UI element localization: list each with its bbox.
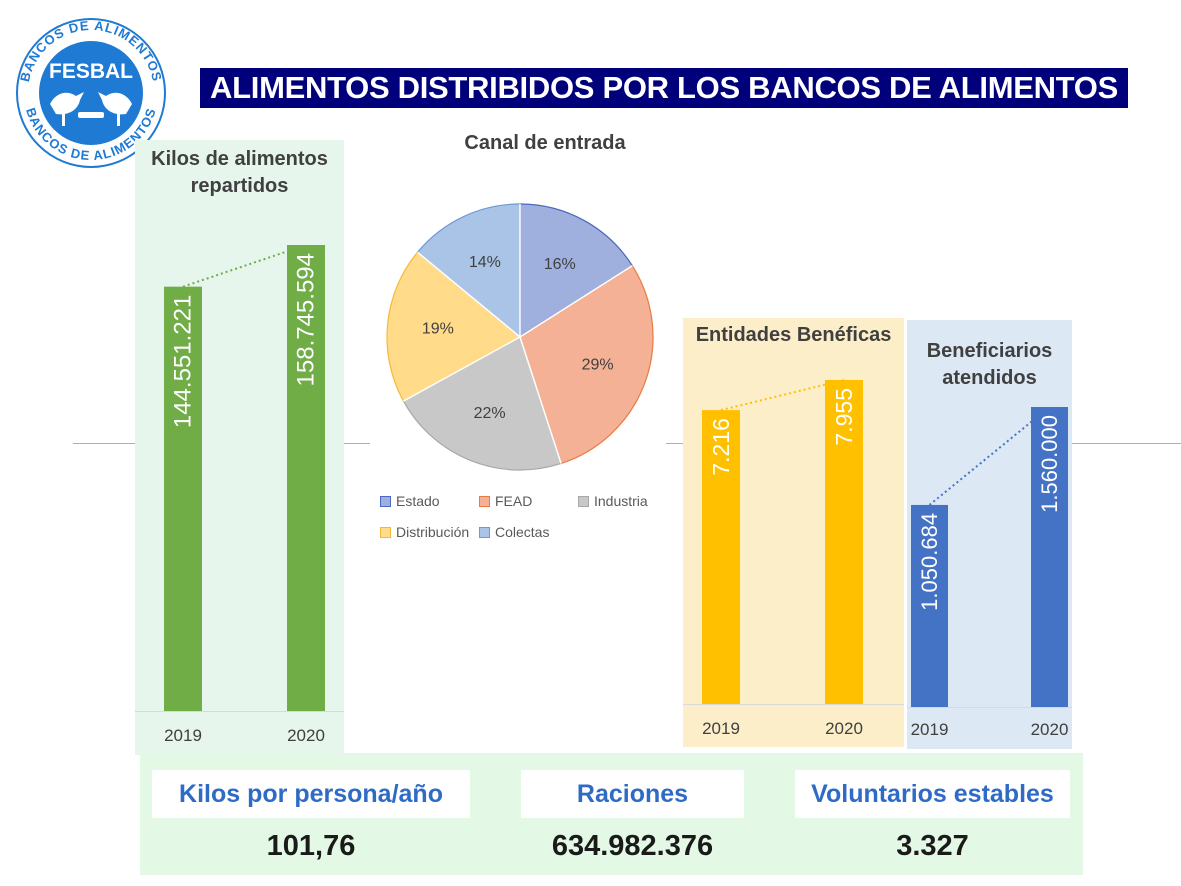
logo-name: FESBAL (49, 60, 133, 83)
pie-data-label: 14% (469, 254, 501, 271)
divider-line (73, 443, 135, 444)
divider-line (1072, 443, 1181, 444)
legend-item-estado: Estado (380, 493, 440, 509)
legend-swatch (380, 526, 391, 538)
pie-slice-separator (417, 251, 521, 338)
divider-line (666, 443, 683, 444)
entidades-data-label: 7.216 (708, 418, 734, 476)
page-title: ALIMENTOS DISTRIBIDOS POR LOS BANCOS DE … (200, 68, 1128, 108)
stat-value-voluntarios: 3.327 (896, 830, 969, 862)
entidades-bar (702, 410, 740, 704)
pie-slice-separator (519, 336, 562, 464)
pie-slice-colectas (416, 203, 521, 339)
pie-data-label: 16% (544, 256, 576, 273)
beneficiarios-tick-label: 2020 (1031, 720, 1069, 739)
kilos-data-label: 158.745.594 (293, 253, 320, 386)
stat-value-kilos-persona: 101,76 (266, 830, 356, 862)
stat-label-kilos-persona: Kilos por persona/año (152, 770, 470, 818)
fesbal-logo: BANCOS DE ALIMENTOS BANCOS DE ALIMENTOS … (16, 18, 166, 168)
pie-slice-distribución (386, 251, 522, 402)
pie-chart-title: Canal de entrada (464, 132, 626, 154)
beneficiarios-data-label: 1.560.000 (1037, 415, 1062, 513)
legend-swatch (578, 495, 589, 507)
legend-item-fead: FEAD (479, 493, 532, 509)
legend-label: Colectas (495, 524, 550, 540)
pie-slice-estado (519, 203, 634, 339)
pie-data-label: 19% (422, 321, 454, 338)
entidades-tick-label: 2020 (825, 719, 863, 738)
entidades-bar (825, 380, 863, 704)
entidades-trendline (720, 379, 845, 412)
bird-icon (50, 92, 132, 126)
kilos-bar (164, 286, 202, 711)
stat-label-raciones: Raciones (521, 770, 744, 818)
beneficiarios-trendline (928, 406, 1051, 506)
pie-slice-separator (519, 265, 633, 338)
kilos-tick-label: 2020 (287, 726, 325, 745)
pie-data-label: 22% (474, 405, 506, 422)
beneficiarios-bar (911, 504, 948, 707)
entidades-tick-label: 2019 (702, 719, 740, 738)
stat-value-raciones: 634.982.376 (551, 830, 714, 862)
legend-label: Distribución (396, 524, 470, 540)
legend-label: FEAD (495, 493, 533, 509)
legend-item-distribución: Distribución (380, 524, 469, 540)
entidades-chart-title: Entidades Benéficas (695, 324, 892, 346)
divider-line (344, 443, 370, 444)
stat-label-voluntarios: Voluntarios estables (795, 770, 1070, 818)
pie-data-label: 29% (582, 356, 614, 373)
kilos-chart-title: Kilos de alimentos repartidos (151, 148, 328, 197)
entidades-data-label: 7.955 (831, 388, 857, 446)
legend-label: Industria (594, 493, 648, 509)
kilos-bar (287, 245, 325, 711)
legend-swatch (380, 495, 391, 507)
kilos-tick-label: 2019 (164, 726, 202, 745)
kilos-data-label: 144.551.221 (170, 295, 197, 428)
legend-item-industria: Industria (578, 493, 648, 509)
beneficiarios-data-label: 1.050.684 (917, 513, 942, 611)
beneficiarios-bar (1031, 407, 1068, 707)
legend-label: Estado (396, 493, 440, 509)
legend-item-colectas: Colectas (479, 524, 549, 540)
legend-swatch (479, 526, 490, 538)
beneficiarios-tick-label: 2019 (911, 720, 949, 739)
pie-slice-industria (402, 336, 562, 471)
beneficiarios-chart-title: Beneficiarios atendidos (926, 340, 1053, 389)
pie-slice-separator (403, 336, 521, 402)
legend-swatch (479, 495, 490, 507)
pie-slice-fead (519, 264, 654, 465)
kilos-trendline (182, 244, 307, 288)
